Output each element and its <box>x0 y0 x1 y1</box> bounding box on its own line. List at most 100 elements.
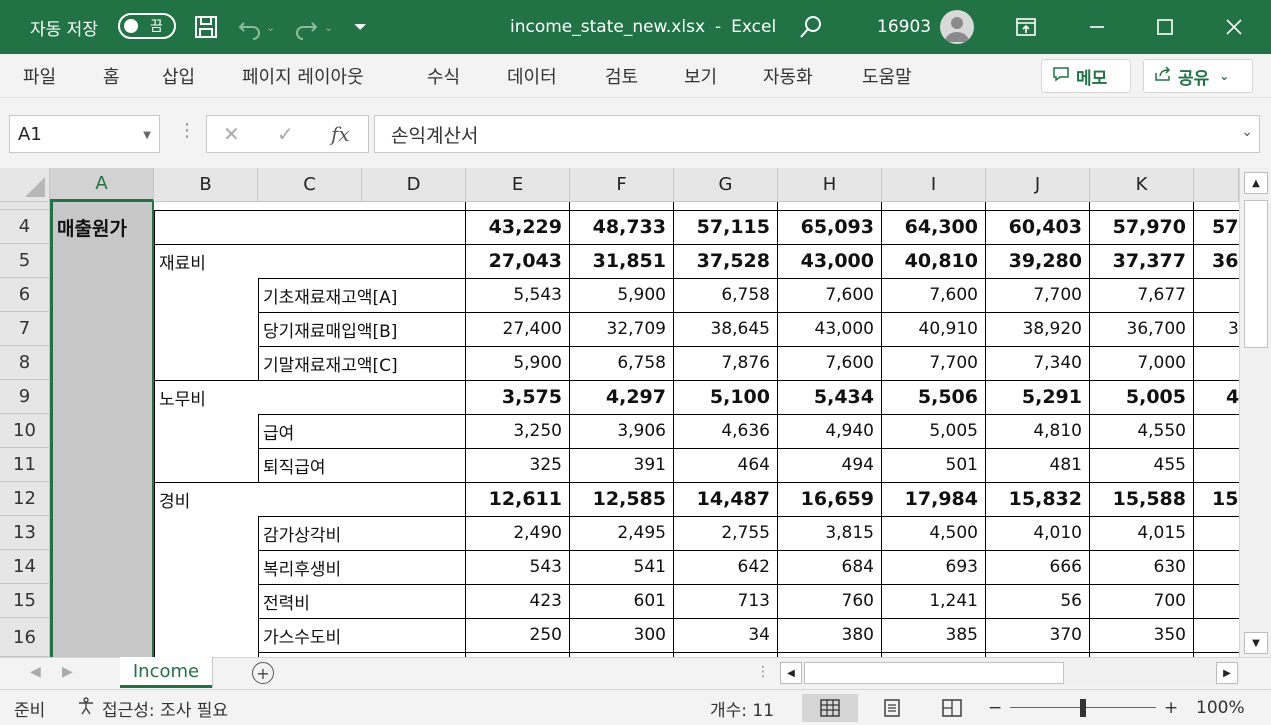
value-cell[interactable]: 391 <box>633 455 666 475</box>
vertical-scroll-thumb[interactable] <box>1244 200 1268 348</box>
value-cell[interactable]: 3,906 <box>617 421 666 441</box>
column-header-c[interactable]: C <box>258 168 362 202</box>
row-header[interactable]: 12 <box>0 482 50 516</box>
value-cell[interactable]: 27,400 <box>502 319 562 339</box>
value-cell[interactable]: 380 <box>841 625 874 645</box>
value-cell[interactable]: 4,010 <box>1033 523 1082 543</box>
value-cell[interactable]: 43,229 <box>488 216 562 238</box>
accessibility-status[interactable]: 접근성: 조사 필요 <box>76 690 228 725</box>
value-cell[interactable]: 38,920 <box>1022 319 1082 339</box>
column-header-k[interactable]: K <box>1090 168 1194 202</box>
undo-dropdown-icon[interactable]: ⌄ <box>266 20 276 34</box>
value-cell[interactable]: 350 <box>1153 625 1186 645</box>
value-cell[interactable]: 12,611 <box>488 488 562 510</box>
value-cell[interactable]: 3,815 <box>825 523 874 543</box>
formula-input[interactable]: 손익계산서 ⌄ <box>374 115 1260 153</box>
category-label[interactable]: 재료비 <box>159 253 206 274</box>
value-cell[interactable]: 57,115 <box>696 216 770 238</box>
prev-sheet-icon[interactable]: ◀ <box>30 664 41 680</box>
zoom-level[interactable]: 100% <box>1196 698 1245 718</box>
row-header[interactable]: 16 <box>0 618 50 657</box>
value-cell[interactable]: 4,940 <box>825 421 874 441</box>
item-label[interactable]: 당기재료매입액[B] <box>263 321 398 342</box>
value-cell[interactable]: 7,600 <box>825 285 874 305</box>
zoom-out-icon[interactable]: − <box>988 698 1003 718</box>
value-cell-partial[interactable]: 4 <box>1226 386 1239 408</box>
row-header[interactable]: 7 <box>0 312 50 346</box>
autosave-toggle[interactable]: 끔 <box>118 13 176 39</box>
value-cell[interactable]: 601 <box>633 591 666 611</box>
row-header[interactable]: 15 <box>0 584 50 618</box>
item-label[interactable]: 기초재료재고액[A] <box>263 287 398 308</box>
name-box[interactable]: A1 ▼ <box>9 115 160 153</box>
value-cell[interactable]: 501 <box>945 455 978 475</box>
value-cell[interactable]: 37,377 <box>1112 250 1186 272</box>
value-cell[interactable]: 17,984 <box>904 488 978 510</box>
value-cell[interactable]: 713 <box>737 591 770 611</box>
page-break-view-icon[interactable] <box>924 694 980 722</box>
tab-home[interactable]: 홈 <box>103 67 120 88</box>
value-cell[interactable]: 300 <box>633 625 666 645</box>
value-cell[interactable]: 64,300 <box>904 216 978 238</box>
row-header[interactable]: 6 <box>0 278 50 312</box>
category-label[interactable]: 경비 <box>159 491 191 512</box>
value-cell[interactable]: 541 <box>633 557 666 577</box>
tab-formulas[interactable]: 수식 <box>427 67 461 88</box>
value-cell[interactable]: 630 <box>1153 557 1186 577</box>
column-header-a[interactable]: A <box>50 168 154 202</box>
value-cell[interactable]: 43,000 <box>800 250 874 272</box>
item-label[interactable]: 전력비 <box>263 593 310 614</box>
zoom-slider-thumb[interactable] <box>1080 699 1086 717</box>
value-cell[interactable]: 15,588 <box>1112 488 1186 510</box>
minimize-icon[interactable] <box>1074 0 1120 54</box>
value-cell[interactable]: 1,241 <box>929 591 978 611</box>
scroll-up-icon[interactable]: ▲ <box>1244 172 1268 194</box>
value-cell[interactable]: 4,810 <box>1033 421 1082 441</box>
value-cell[interactable]: 3,575 <box>501 386 562 408</box>
sheet-tab-income[interactable]: Income <box>120 657 212 688</box>
value-cell[interactable]: 7,600 <box>825 353 874 373</box>
column-header-g[interactable]: G <box>674 168 778 202</box>
value-cell[interactable]: 3,250 <box>513 421 562 441</box>
value-cell[interactable]: 36,700 <box>1126 319 1186 339</box>
value-cell[interactable]: 16,659 <box>800 488 874 510</box>
value-cell[interactable]: 43,000 <box>814 319 874 339</box>
tab-automate[interactable]: 자동화 <box>763 67 813 88</box>
value-cell[interactable]: 543 <box>529 557 562 577</box>
value-cell[interactable]: 60,403 <box>1008 216 1082 238</box>
value-cell[interactable]: 5,900 <box>617 285 666 305</box>
customize-toolbar-icon[interactable]: ⏷ <box>354 17 367 36</box>
value-cell[interactable]: 700 <box>1153 591 1186 611</box>
row-header[interactable]: 8 <box>0 346 50 380</box>
insert-function-icon[interactable]: fx <box>331 122 350 146</box>
normal-view-icon[interactable] <box>802 694 858 722</box>
value-cell[interactable]: 455 <box>1153 455 1186 475</box>
value-cell[interactable]: 7,876 <box>721 353 770 373</box>
value-cell[interactable]: 7,000 <box>1137 353 1186 373</box>
value-cell[interactable]: 7,677 <box>1137 285 1186 305</box>
cancel-icon[interactable]: ✕ <box>223 122 240 146</box>
tab-review[interactable]: 검토 <box>605 67 639 88</box>
value-cell[interactable]: 27,043 <box>488 250 562 272</box>
value-cell[interactable]: 370 <box>1049 625 1082 645</box>
search-icon[interactable] <box>798 0 824 54</box>
value-cell[interactable]: 5,100 <box>709 386 770 408</box>
value-cell[interactable]: 642 <box>737 557 770 577</box>
value-cell[interactable]: 7,600 <box>929 285 978 305</box>
value-cell[interactable]: 65,093 <box>800 216 874 238</box>
value-cell[interactable]: 666 <box>1049 557 1082 577</box>
tab-splitter-icon[interactable]: ⋮ <box>756 664 770 680</box>
value-cell[interactable]: 4,500 <box>929 523 978 543</box>
selected-column-a[interactable] <box>50 202 154 657</box>
column-header-l[interactable] <box>1194 168 1239 202</box>
row-header[interactable]: 10 <box>0 414 50 448</box>
value-cell[interactable]: 38,645 <box>710 319 770 339</box>
share-button[interactable]: 공유 ⌄ <box>1143 59 1253 93</box>
comments-button[interactable]: 메모 <box>1041 59 1131 93</box>
redo-icon[interactable] <box>290 0 322 54</box>
value-cell[interactable]: 4,636 <box>721 421 770 441</box>
column-header-e[interactable]: E <box>466 168 570 202</box>
value-cell[interactable]: 32,709 <box>606 319 666 339</box>
value-cell[interactable]: 7,340 <box>1033 353 1082 373</box>
item-label[interactable]: 감가상각비 <box>263 525 342 546</box>
